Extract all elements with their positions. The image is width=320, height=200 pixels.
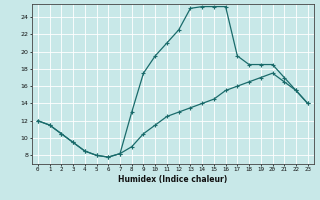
X-axis label: Humidex (Indice chaleur): Humidex (Indice chaleur) [118, 175, 228, 184]
